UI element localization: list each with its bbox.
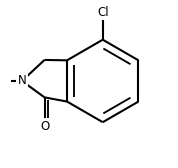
Text: N: N bbox=[18, 74, 26, 88]
Text: Cl: Cl bbox=[97, 6, 109, 19]
Text: O: O bbox=[40, 120, 49, 133]
